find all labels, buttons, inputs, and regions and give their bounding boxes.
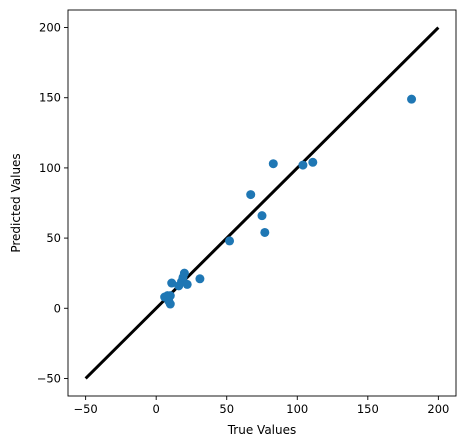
y-tick-label: 200	[39, 21, 61, 35]
y-tick-label: 50	[46, 231, 61, 245]
data-point	[165, 291, 175, 301]
y-tick-label: 100	[39, 161, 61, 175]
plot-frame	[67, 9, 457, 397]
x-tick-label: 0	[153, 402, 160, 416]
y-axis-label: Predicted Values	[9, 153, 23, 252]
reference-line	[84, 26, 440, 380]
x-tick-label: −50	[73, 402, 97, 416]
data-point	[225, 236, 235, 246]
data-point	[246, 190, 256, 200]
y-tick-label: 150	[39, 91, 61, 105]
x-tick-label: 50	[219, 402, 234, 416]
x-axis-label: True Values	[227, 423, 297, 437]
x-tick-label: 150	[357, 402, 379, 416]
x-tick-label: 100	[286, 402, 308, 416]
data-point	[407, 94, 417, 104]
data-point	[260, 227, 270, 237]
data-point	[257, 211, 267, 221]
y-tick-label: 0	[54, 301, 61, 315]
data-point	[165, 299, 175, 309]
data-point	[167, 278, 177, 288]
data-point	[268, 159, 278, 169]
y-tick-label: −50	[37, 371, 61, 385]
data-point	[298, 160, 308, 170]
data-point	[179, 268, 189, 278]
x-tick-label: 200	[427, 402, 449, 416]
data-point	[308, 157, 318, 167]
data-point	[182, 279, 192, 289]
data-point	[195, 274, 205, 284]
